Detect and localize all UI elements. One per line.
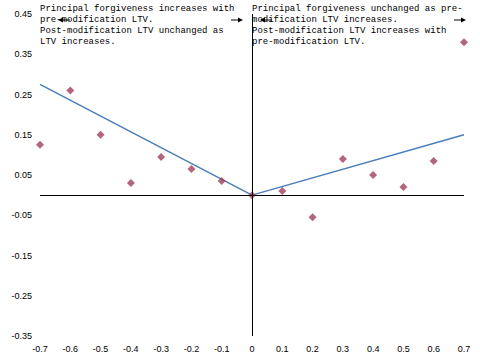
svg-text:-0.2: -0.2	[184, 344, 200, 354]
svg-text:0.35: 0.35	[14, 49, 32, 59]
svg-text:pre-modification LTV.: pre-modification LTV.	[252, 37, 365, 47]
svg-text:0.15: 0.15	[14, 130, 32, 140]
svg-text:0.4: 0.4	[367, 344, 380, 354]
svg-text:0.7: 0.7	[458, 344, 471, 354]
svg-text:-0.15: -0.15	[11, 251, 32, 261]
svg-text:0.1: 0.1	[276, 344, 289, 354]
svg-text:0.05: 0.05	[14, 170, 32, 180]
svg-text:-0.6: -0.6	[63, 344, 79, 354]
svg-text:0.25: 0.25	[14, 90, 32, 100]
svg-text:-0.25: -0.25	[11, 291, 32, 301]
svg-text:Principal forgiveness increase: Principal forgiveness increases with	[40, 4, 234, 14]
svg-text:Post-modification LTV unchange: Post-modification LTV unchanged as	[40, 26, 224, 36]
svg-text:-0.35: -0.35	[11, 331, 32, 341]
svg-text:pre-modification LTV.: pre-modification LTV.	[40, 15, 153, 25]
svg-text:0.45: 0.45	[14, 9, 32, 19]
svg-text:-0.5: -0.5	[93, 344, 109, 354]
svg-text:0.5: 0.5	[397, 344, 410, 354]
svg-text:0: 0	[249, 344, 254, 354]
svg-text:Principal forgiveness unchange: Principal forgiveness unchanged as pre-	[252, 4, 463, 14]
svg-text:Post-modification LTV increase: Post-modification LTV increases with	[252, 26, 446, 36]
svg-text:-0.1: -0.1	[214, 344, 230, 354]
svg-text:0.3: 0.3	[337, 344, 350, 354]
svg-text:LTV increases.: LTV increases.	[40, 37, 116, 47]
svg-text:modification LTV increases.: modification LTV increases.	[252, 15, 398, 25]
svg-text:-0.3: -0.3	[153, 344, 169, 354]
svg-text:0.2: 0.2	[306, 344, 319, 354]
svg-text:-0.7: -0.7	[32, 344, 48, 354]
svg-text:-0.05: -0.05	[11, 210, 32, 220]
svg-text:0.6: 0.6	[427, 344, 440, 354]
svg-text:-0.4: -0.4	[123, 344, 139, 354]
